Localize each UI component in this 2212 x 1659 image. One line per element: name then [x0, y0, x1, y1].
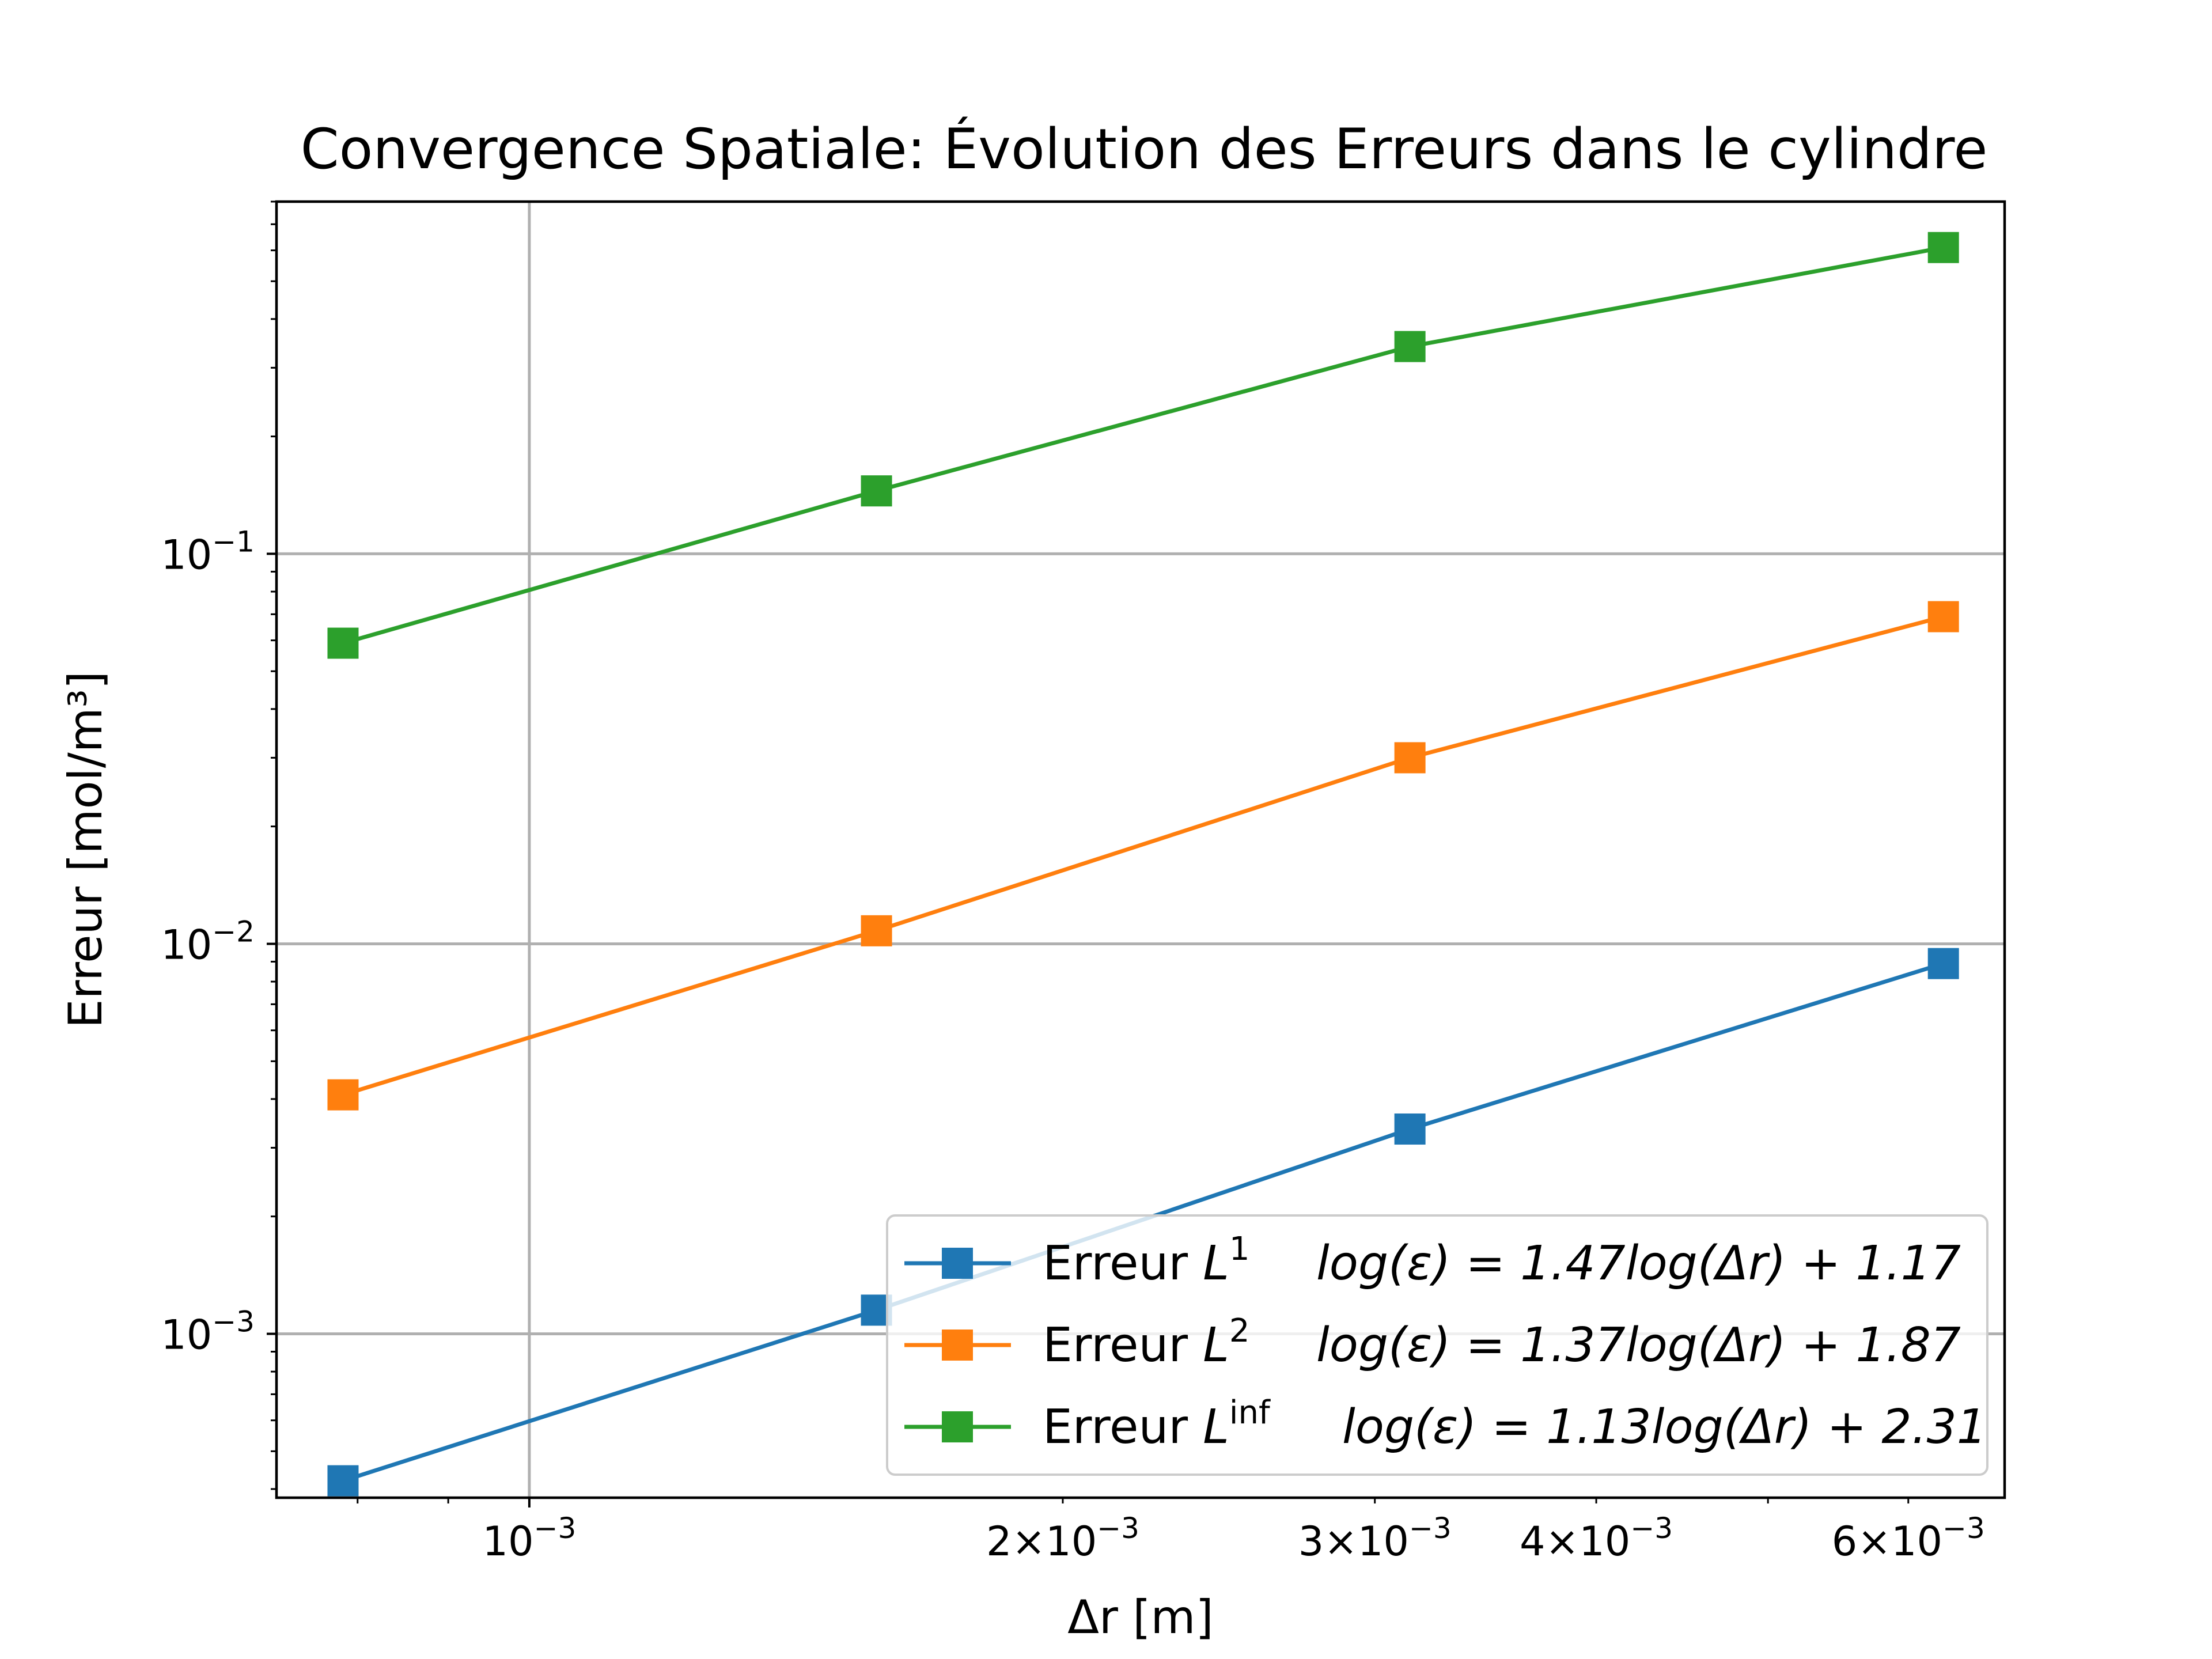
data-point-marker	[1394, 742, 1426, 774]
data-point-marker	[1394, 1113, 1426, 1145]
legend-fit-equation: log(ε) = 1.37log(Δr) + 1.87	[1316, 1318, 1961, 1373]
y-tick-label: 10−1	[161, 525, 255, 578]
legend-entry-label: Erreur L1	[1043, 1230, 1250, 1291]
legend-marker	[942, 1330, 973, 1361]
data-point-marker	[861, 475, 892, 507]
legend-marker	[942, 1411, 973, 1442]
data-point-marker	[1927, 232, 1959, 263]
x-tick-label: 10−3	[482, 1512, 576, 1565]
y-axis-label: Erreur [mol/m³]	[59, 671, 112, 1028]
legend-fit-equation: log(ε) = 1.13log(Δr) + 2.31	[1342, 1400, 1987, 1455]
x-axis-label: Δr [m]	[1067, 1590, 1213, 1644]
legend-marker	[942, 1248, 973, 1279]
data-point-marker	[327, 1079, 359, 1111]
legend-entry-label: Erreur Linf	[1043, 1394, 1271, 1455]
series-line-2	[342, 615, 1944, 1097]
chart-title: Convergence Spatiale: Évolution des Erre…	[301, 116, 1988, 181]
legend-entry-label: Erreur L2	[1043, 1312, 1250, 1373]
data-point-marker	[327, 627, 359, 659]
x-tick-label: 6×10−3	[1832, 1512, 1985, 1565]
legend-box	[886, 1214, 1988, 1476]
x-tick-label: 3×10−3	[1298, 1512, 1452, 1565]
x-tick-label: 2×10−3	[986, 1512, 1139, 1565]
y-tick-label: 10−3	[161, 1305, 255, 1358]
ticks: 10−3 2×10−3 3×10−3 4×10−3 6×10−3 10−1 10−2 10−3	[161, 200, 1985, 1565]
data-point-marker	[327, 1465, 359, 1497]
legend: Erreur L1 log(ε) = 1.47log(Δr) + 1.17 Erre…	[886, 1214, 1988, 1476]
data-point-marker	[1927, 948, 1959, 979]
series-line-3	[342, 245, 1944, 645]
data-point-marker	[1394, 331, 1426, 362]
x-tick-label: 4×10−3	[1520, 1512, 1673, 1565]
plot-frame	[275, 200, 2006, 1499]
y-tick-label: 10−2	[161, 915, 255, 968]
legend-fit-equation: log(ε) = 1.47log(Δr) + 1.17	[1316, 1236, 1961, 1291]
data-point-marker	[1927, 601, 1959, 632]
data-point-marker	[861, 915, 892, 946]
